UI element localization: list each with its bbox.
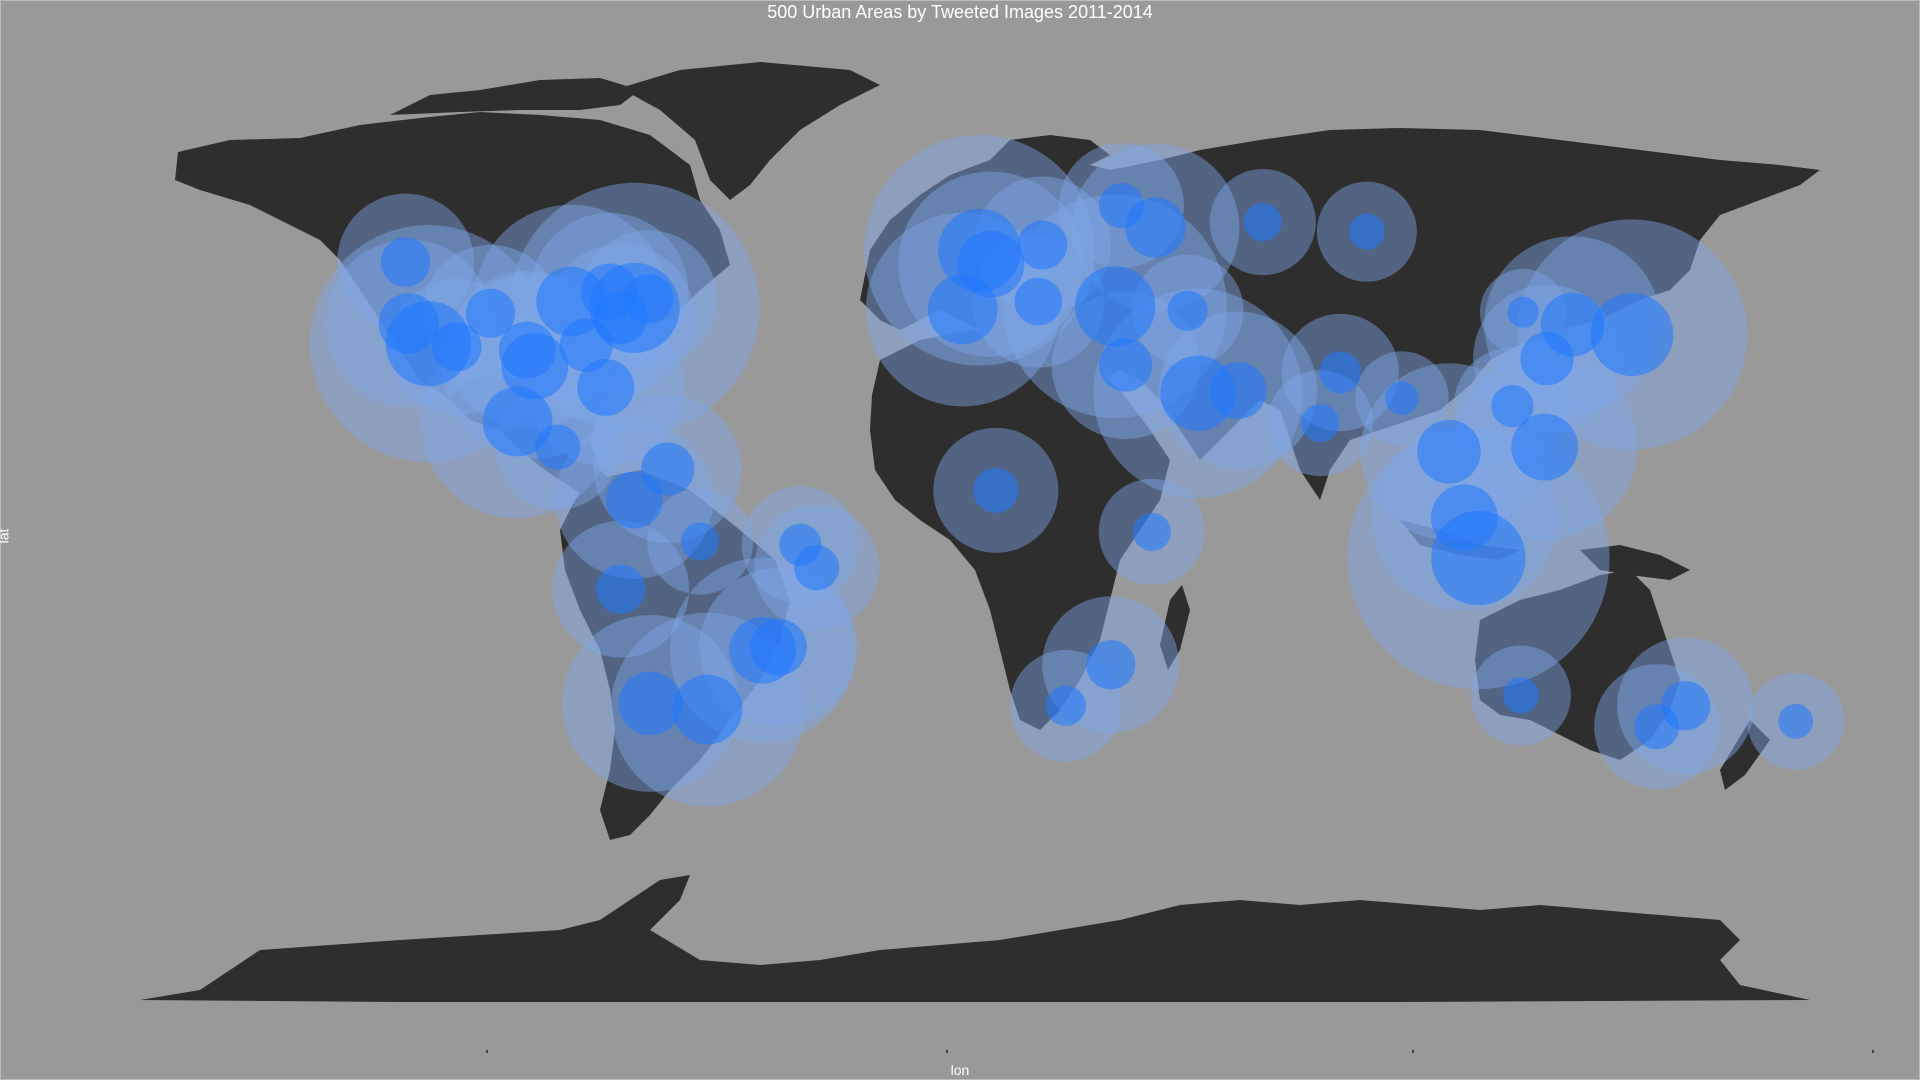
urban-area-bubble <box>535 424 581 470</box>
madagascar <box>1160 585 1190 670</box>
urban-area-bubble <box>596 564 646 614</box>
urban-area-bubble <box>1417 419 1481 484</box>
urban-area-bubble <box>1778 703 1814 739</box>
urban-area-bubble <box>680 522 720 561</box>
urban-area-bubble <box>577 358 635 416</box>
canadian-arctic-islands <box>390 78 640 115</box>
antarctica <box>140 875 1810 1002</box>
urban-area-bubble <box>1098 338 1153 392</box>
x-tick <box>486 1050 488 1053</box>
south-america-landmass <box>560 470 790 840</box>
urban-area-bubble <box>432 322 482 372</box>
bubbles-layer <box>309 135 1845 807</box>
urban-area-bubble <box>624 274 674 324</box>
x-tick <box>1412 1050 1414 1053</box>
y-axis-label: lat <box>0 528 12 544</box>
urban-area-bubble <box>380 237 431 287</box>
urban-area-bubble <box>973 467 1019 513</box>
urban-area-bubble <box>378 293 439 354</box>
urban-area-bubble <box>1590 293 1674 377</box>
x-axis-label: lon <box>950 1062 970 1078</box>
urban-area-bubble <box>1045 685 1086 726</box>
eurasia-landmass <box>860 128 1820 500</box>
x-tick <box>1872 1050 1874 1053</box>
urban-area-bubble <box>1348 213 1385 250</box>
urban-area-bubble <box>465 288 516 338</box>
urban-area-bubble <box>618 671 683 736</box>
british-isles <box>905 200 935 255</box>
urban-area-bubble <box>1301 404 1340 443</box>
new-guinea <box>1580 545 1690 580</box>
axis-ticks <box>486 1050 1874 1053</box>
new-zealand <box>1720 720 1770 790</box>
urban-area-bubble <box>1319 351 1362 394</box>
urban-area-bubble <box>1511 413 1579 481</box>
urban-area-bubble <box>957 230 1025 298</box>
scandinavia <box>990 135 1110 230</box>
urban-area-bubble <box>1502 677 1539 714</box>
urban-area-bubble <box>1491 384 1534 428</box>
urban-area-bubble <box>1074 266 1156 347</box>
urban-area-bubble <box>1014 277 1063 326</box>
urban-area-bubble <box>1209 362 1267 420</box>
urban-area-bubble <box>1098 183 1144 229</box>
urban-area-bubble <box>641 442 695 496</box>
urban-area-bubble <box>1520 331 1574 386</box>
urban-area-bubble <box>672 674 743 745</box>
urban-area-bubble <box>1086 640 1136 690</box>
urban-area-bubble <box>779 523 822 566</box>
x-tick <box>946 1050 948 1053</box>
urban-area-bubble <box>482 386 553 457</box>
greenland <box>620 62 880 200</box>
urban-area-bubble <box>1385 381 1419 415</box>
urban-area-bubble <box>1431 484 1498 552</box>
chart-title: 500 Urban Areas by Tweeted Images 2011-2… <box>767 2 1153 22</box>
urban-area-bubble <box>749 618 807 676</box>
urban-area-bubble <box>1017 220 1068 270</box>
urban-area-bubble <box>498 321 556 379</box>
japan <box>1595 240 1650 320</box>
urban-area-bubble <box>1634 704 1680 750</box>
urban-area-bubble <box>1132 512 1171 552</box>
urban-area-bubble <box>1243 202 1282 242</box>
urban-area-bubble <box>1507 296 1539 328</box>
africa-landmass <box>870 330 1170 730</box>
urban-area-bubble <box>1167 290 1208 331</box>
continents <box>140 62 1820 1002</box>
